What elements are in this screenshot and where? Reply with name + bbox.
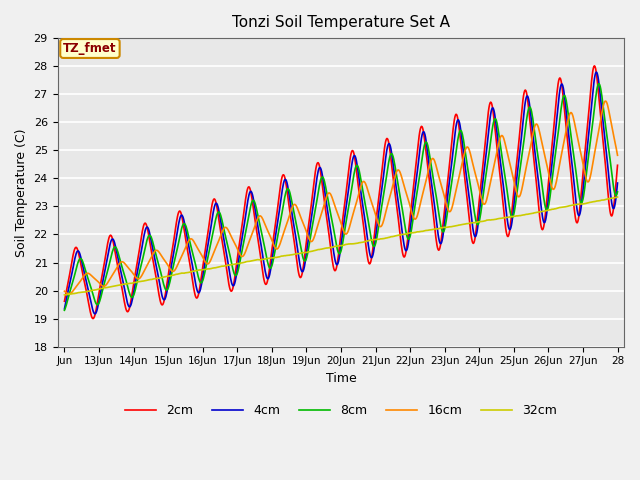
4cm bbox=[291, 227, 298, 232]
Legend: 2cm, 4cm, 8cm, 16cm, 32cm: 2cm, 4cm, 8cm, 16cm, 32cm bbox=[120, 399, 562, 422]
2cm bbox=[61, 299, 68, 304]
4cm bbox=[587, 115, 595, 120]
16cm bbox=[291, 202, 298, 207]
32cm bbox=[290, 252, 298, 257]
4cm bbox=[596, 86, 604, 92]
8cm bbox=[387, 153, 394, 158]
2cm bbox=[87, 312, 95, 317]
16cm bbox=[387, 190, 395, 196]
8cm bbox=[290, 210, 298, 216]
4cm bbox=[87, 300, 95, 305]
2cm bbox=[90, 316, 97, 322]
4cm bbox=[593, 69, 600, 75]
32cm bbox=[163, 274, 171, 279]
32cm bbox=[87, 288, 95, 294]
16cm bbox=[595, 127, 603, 132]
8cm bbox=[586, 143, 594, 149]
4cm bbox=[387, 145, 395, 151]
8cm bbox=[614, 189, 621, 195]
16cm bbox=[602, 98, 609, 104]
16cm bbox=[587, 173, 595, 179]
8cm bbox=[595, 81, 603, 87]
2cm bbox=[591, 63, 598, 69]
8cm bbox=[61, 307, 68, 313]
2cm bbox=[291, 241, 298, 247]
2cm bbox=[596, 103, 604, 109]
Line: 16cm: 16cm bbox=[65, 101, 618, 294]
4cm bbox=[614, 180, 621, 186]
4cm bbox=[91, 311, 99, 317]
8cm bbox=[595, 81, 602, 87]
32cm bbox=[595, 198, 602, 204]
Line: 2cm: 2cm bbox=[65, 66, 618, 319]
4cm bbox=[164, 285, 172, 291]
2cm bbox=[614, 162, 621, 168]
2cm bbox=[164, 276, 172, 282]
Line: 4cm: 4cm bbox=[65, 72, 618, 314]
4cm bbox=[61, 306, 68, 312]
Line: 32cm: 32cm bbox=[65, 197, 618, 295]
16cm bbox=[164, 262, 172, 268]
8cm bbox=[87, 285, 95, 290]
16cm bbox=[614, 153, 621, 158]
32cm bbox=[387, 234, 394, 240]
X-axis label: Time: Time bbox=[326, 372, 356, 385]
Line: 8cm: 8cm bbox=[65, 84, 618, 310]
8cm bbox=[163, 287, 171, 293]
16cm bbox=[88, 273, 95, 278]
Title: Tonzi Soil Temperature Set A: Tonzi Soil Temperature Set A bbox=[232, 15, 450, 30]
2cm bbox=[387, 155, 395, 161]
16cm bbox=[65, 291, 73, 297]
Text: TZ_fmet: TZ_fmet bbox=[63, 42, 116, 55]
32cm bbox=[586, 200, 594, 205]
Y-axis label: Soil Temperature (C): Soil Temperature (C) bbox=[15, 128, 28, 257]
32cm bbox=[614, 194, 621, 200]
32cm bbox=[61, 292, 68, 298]
2cm bbox=[587, 91, 595, 96]
16cm bbox=[61, 288, 68, 294]
